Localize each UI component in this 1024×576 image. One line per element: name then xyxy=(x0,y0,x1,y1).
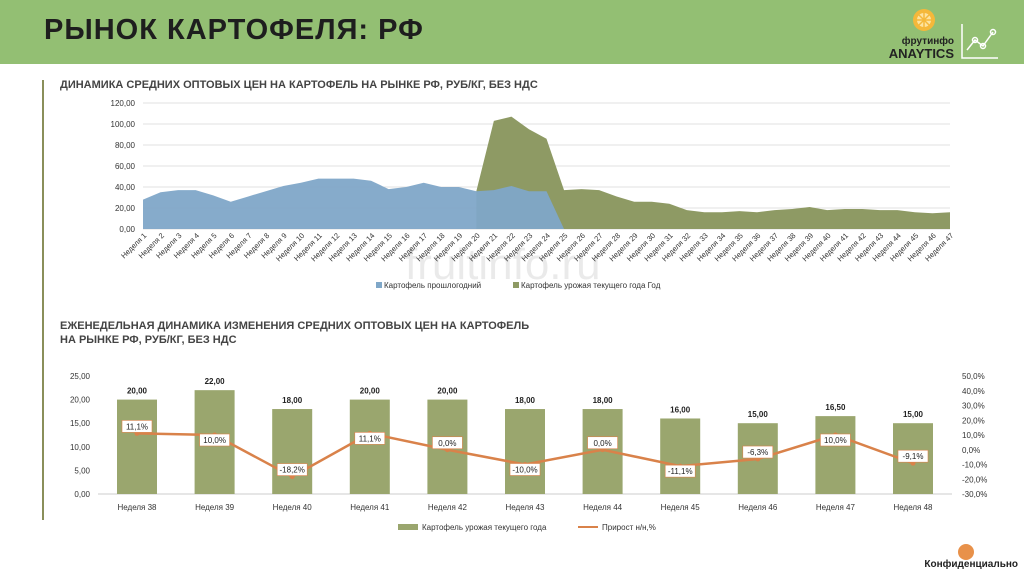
y2-tick-label: 50,0% xyxy=(962,372,985,381)
bar xyxy=(349,399,390,494)
line-value-label: 11,1% xyxy=(126,422,148,431)
data-label-box xyxy=(121,420,153,433)
data-label-box xyxy=(664,464,696,478)
line-value-label: -9,1% xyxy=(903,452,924,461)
y-tick-label: 20,00 xyxy=(70,396,91,405)
area-series xyxy=(143,178,565,229)
header-bar xyxy=(0,0,1024,64)
y2-tick-label: -10,0% xyxy=(962,461,987,470)
line-value-label: -18,2% xyxy=(280,466,305,475)
y-tick-label: 120,00 xyxy=(111,99,136,108)
bar-value-label: 20,00 xyxy=(437,387,458,396)
x-tick-label: Неделя 47 xyxy=(816,503,856,512)
data-label-box xyxy=(199,433,230,447)
x-tick-label: Неделя 39 xyxy=(195,503,235,512)
line-value-label: 10,0% xyxy=(203,436,226,445)
legend-label: Картофель урожая текущего года Год xyxy=(521,281,661,290)
x-tick-label: Неделя 48 xyxy=(893,503,933,512)
data-label-box xyxy=(897,449,929,463)
y-tick-label: 25,00 xyxy=(70,372,91,381)
bar xyxy=(505,409,545,494)
decor-circle xyxy=(958,544,974,560)
data-label-box xyxy=(354,432,386,445)
bar xyxy=(815,416,856,494)
confidential-label: Конфиденциально xyxy=(924,559,1018,570)
accent-line xyxy=(42,80,44,520)
legend-swatch xyxy=(398,524,418,530)
legend-label: Картофель урожая текущего года xyxy=(422,523,547,532)
x-tick-label: Неделя 43 xyxy=(505,503,545,512)
data-label-box xyxy=(276,463,308,476)
x-tick-label: Неделя 38 xyxy=(117,503,157,512)
x-tick-label: Неделя 40 xyxy=(273,503,313,512)
bar xyxy=(660,418,701,494)
y-tick-label: 0,00 xyxy=(74,490,90,499)
legend-swatch xyxy=(513,282,519,288)
x-tick-label: Неделя 41 xyxy=(350,503,390,512)
x-tick-label: Неделя 44 xyxy=(583,503,623,512)
x-tick-label: Неделя 46 xyxy=(738,503,778,512)
bar-value-label: 18,00 xyxy=(282,396,303,405)
bar xyxy=(272,409,313,494)
y2-tick-label: 0,0% xyxy=(962,446,980,455)
line-value-label: 0,0% xyxy=(593,439,611,448)
bar-value-label: 22,00 xyxy=(205,377,226,386)
y-tick-label: 20,00 xyxy=(115,204,136,213)
data-label-box xyxy=(587,436,618,450)
bar-value-label: 20,00 xyxy=(127,387,148,396)
y-tick-label: 60,00 xyxy=(115,162,136,171)
brand-sub: ANAYTICS xyxy=(888,46,954,61)
chart1-title: ДИНАМИКА СРЕДНИХ ОПТОВЫХ ЦЕН НА КАРТОФЕЛ… xyxy=(60,79,538,91)
data-label-box xyxy=(432,436,463,450)
line-value-label: -11,1% xyxy=(668,467,693,476)
bar-value-label: 16,00 xyxy=(670,405,691,414)
page-title: РЫНОК КАРТОФЕЛЯ: РФ xyxy=(44,14,424,46)
y-tick-label: 100,00 xyxy=(111,120,136,129)
y-tick-label: 0,00 xyxy=(119,225,135,234)
bar-value-label: 16,50 xyxy=(825,403,846,412)
bar-value-label: 18,00 xyxy=(515,396,536,405)
brand-name: фрутинфо xyxy=(901,36,954,47)
bar-value-label: 15,00 xyxy=(748,410,769,419)
x-tick-label: Неделя 45 xyxy=(661,503,701,512)
legend-label: Прирост н/н,% xyxy=(602,523,656,532)
y2-tick-label: 10,0% xyxy=(962,431,985,440)
area-series xyxy=(476,116,950,229)
line-value-label: -6,3% xyxy=(747,448,768,457)
legend-swatch xyxy=(376,282,382,288)
chart2-title: ЕЖЕНЕДЕЛЬНАЯ ДИНАМИКА ИЗМЕНЕНИЯ СРЕДНИХ … xyxy=(60,320,530,332)
line-value-label: -10,0% xyxy=(512,466,537,475)
y-tick-label: 10,00 xyxy=(70,443,91,452)
chart2-title-line2: НА РЫНКЕ РФ, РУБ/КГ, БЕЗ НДС xyxy=(60,334,237,346)
y2-tick-label: 30,0% xyxy=(962,402,985,411)
line-value-label: 11,1% xyxy=(359,434,381,443)
y2-tick-label: 20,0% xyxy=(962,416,985,425)
bar-value-label: 15,00 xyxy=(903,410,924,419)
line-value-label: 0,0% xyxy=(438,439,456,448)
y-tick-label: 5,00 xyxy=(74,466,90,475)
watermark: fruitinfo.ru xyxy=(405,240,601,289)
y2-tick-label: 40,0% xyxy=(962,387,985,396)
bar-value-label: 20,00 xyxy=(360,387,381,396)
y2-tick-label: -30,0% xyxy=(962,490,987,499)
data-label-box xyxy=(820,433,851,447)
bar xyxy=(117,399,157,494)
y2-tick-label: -20,0% xyxy=(962,475,987,484)
line-value-label: 10,0% xyxy=(824,436,847,445)
y-tick-label: 15,00 xyxy=(70,419,91,428)
x-tick-label: Неделя 42 xyxy=(428,503,468,512)
bar-value-label: 18,00 xyxy=(593,396,614,405)
data-label-box xyxy=(742,445,774,459)
y-tick-label: 40,00 xyxy=(115,183,136,192)
analytics-chart-icon xyxy=(961,24,998,59)
data-label-box xyxy=(509,463,541,476)
logo-icon xyxy=(913,9,998,59)
y-tick-label: 80,00 xyxy=(115,141,136,150)
legend-label: Картофель прошлогодний xyxy=(384,281,481,290)
